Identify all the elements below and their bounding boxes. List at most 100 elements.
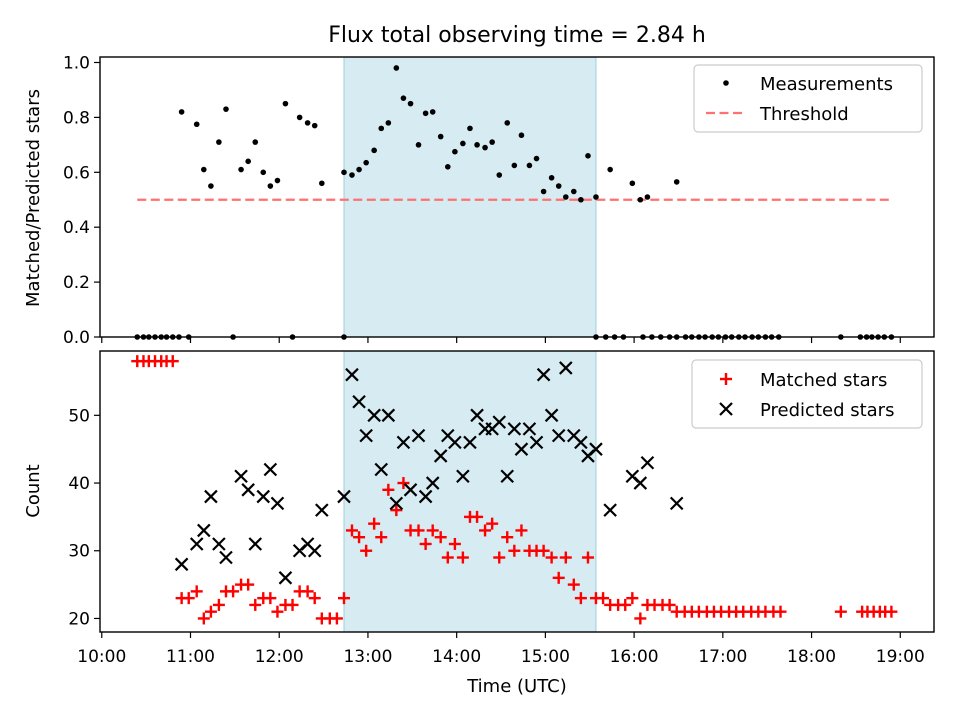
predicted-star-point (212, 537, 226, 551)
measurement-point (216, 139, 222, 145)
measurement-point (593, 194, 599, 200)
measurement-point (260, 169, 267, 176)
predicted-star-point (204, 489, 218, 504)
bottom-x-axis: 10:00 11:00 12:00 13:00 14:00 15:00 16:00 17:00… (77, 632, 925, 667)
matched-star-point (353, 531, 366, 544)
measurement-point (673, 179, 680, 185)
matched-star-point (597, 592, 610, 605)
matched-star-point (434, 531, 447, 544)
legend-measurements-marker (723, 80, 729, 86)
predicted-star-point (234, 469, 248, 484)
legend-predicted-marker (719, 402, 733, 416)
matched-star-point (227, 585, 240, 598)
matched-star-point (559, 551, 572, 564)
predicted-star-point (669, 496, 684, 511)
matched-star-point (426, 524, 439, 537)
matched-star-point (368, 517, 381, 530)
legend-matched-label: Matched stars (760, 370, 887, 391)
legend-matched-marker (720, 373, 732, 385)
predicted-star-point (381, 408, 396, 423)
bottom-y-tick-label: 50 (68, 406, 90, 426)
top-shaded-span (343, 56, 597, 338)
matched-star-point (486, 517, 499, 530)
predicted-star-point (396, 435, 411, 450)
measurement-point (578, 196, 584, 203)
predicted-star-point (640, 455, 655, 470)
measurement-point (349, 172, 355, 178)
x-tick-label: 16:00 (610, 647, 659, 667)
predicted-star-point (359, 428, 373, 443)
matched-star-point (204, 605, 217, 618)
measurement-point (482, 144, 488, 151)
measurement-point (489, 139, 495, 145)
measurement-point (385, 120, 392, 126)
measurement-point (238, 166, 244, 173)
top-x-axis (101, 337, 901, 343)
matched-star-point (382, 483, 395, 496)
matched-star-point (197, 612, 210, 625)
bottom-legend-box (691, 359, 923, 429)
predicted-star-point (197, 523, 211, 538)
matched-star-point (619, 598, 632, 611)
predicted-star-point (529, 435, 544, 450)
matched-star-point (360, 544, 373, 557)
matched-star-point (663, 598, 676, 611)
x-tick-label: 13:00 (343, 647, 392, 667)
matched-star-point (301, 585, 314, 598)
predicted-star-point (544, 408, 559, 423)
matched-star-point (190, 585, 203, 598)
measurement-point (363, 159, 369, 166)
x-tick-label: 19:00 (876, 647, 925, 667)
predicted-star-point (189, 537, 204, 551)
predicted-star-point (633, 476, 648, 490)
measurement-point (585, 153, 591, 159)
predicted-star-point (389, 496, 404, 511)
measurement-point (371, 147, 377, 154)
top-panel: 0.0 0.2 0.4 0.6 0.8 1.0 Matched/Predicted sta… (23, 53, 935, 348)
measurement-point (252, 139, 259, 145)
matched-star-point (501, 531, 514, 544)
top-legend: Measurements Threshold (693, 64, 923, 133)
matched-star-point (574, 592, 587, 605)
x-tick-label: 11:00 (166, 647, 215, 667)
measurement-point (400, 95, 407, 101)
matched-star-point (330, 612, 343, 625)
x-tick-label: 12:00 (255, 647, 304, 667)
measurement-point (637, 196, 644, 203)
predicted-star-point (456, 469, 470, 484)
predicted-star-point (559, 361, 573, 375)
measurement-point (407, 100, 414, 107)
matched-star-point (286, 598, 299, 611)
measurement-point (393, 65, 400, 71)
matched-star-point (493, 551, 506, 564)
measurement-point (562, 194, 569, 200)
measurement-point (282, 100, 289, 107)
matched-star-point (479, 524, 492, 537)
matched-star-point (345, 524, 358, 537)
predicted-star-point (315, 503, 329, 517)
predicted-star-point (345, 367, 359, 382)
measurement-point (341, 169, 347, 176)
predicted-star-point (352, 395, 366, 409)
matched-star-point (212, 598, 225, 611)
matched-star-point (774, 605, 787, 618)
bottom-axes-frame (99, 350, 935, 633)
matched-star-point (581, 551, 594, 564)
top-y-tick-label: 0.4 (63, 218, 90, 238)
measurement-point (444, 164, 451, 170)
matched-star-point (375, 531, 388, 544)
matched-star-point (390, 504, 403, 517)
x-tick-label: 10:00 (77, 647, 126, 667)
measurement-point (474, 142, 480, 148)
bottom-y-axis-label: Count (23, 464, 44, 517)
predicted-star-point (470, 408, 484, 423)
measurement-point (267, 183, 274, 189)
matched-star-point (242, 578, 255, 591)
measurement-point (644, 194, 651, 200)
matched-star-point (337, 592, 350, 605)
legend-measurements-label: Measurements (760, 74, 893, 95)
predicted-star-point (514, 442, 529, 456)
predicted-star-point (418, 489, 433, 504)
measurement-point (518, 132, 525, 139)
top-y-axis-label: Matched/Predicted stars (23, 89, 44, 307)
